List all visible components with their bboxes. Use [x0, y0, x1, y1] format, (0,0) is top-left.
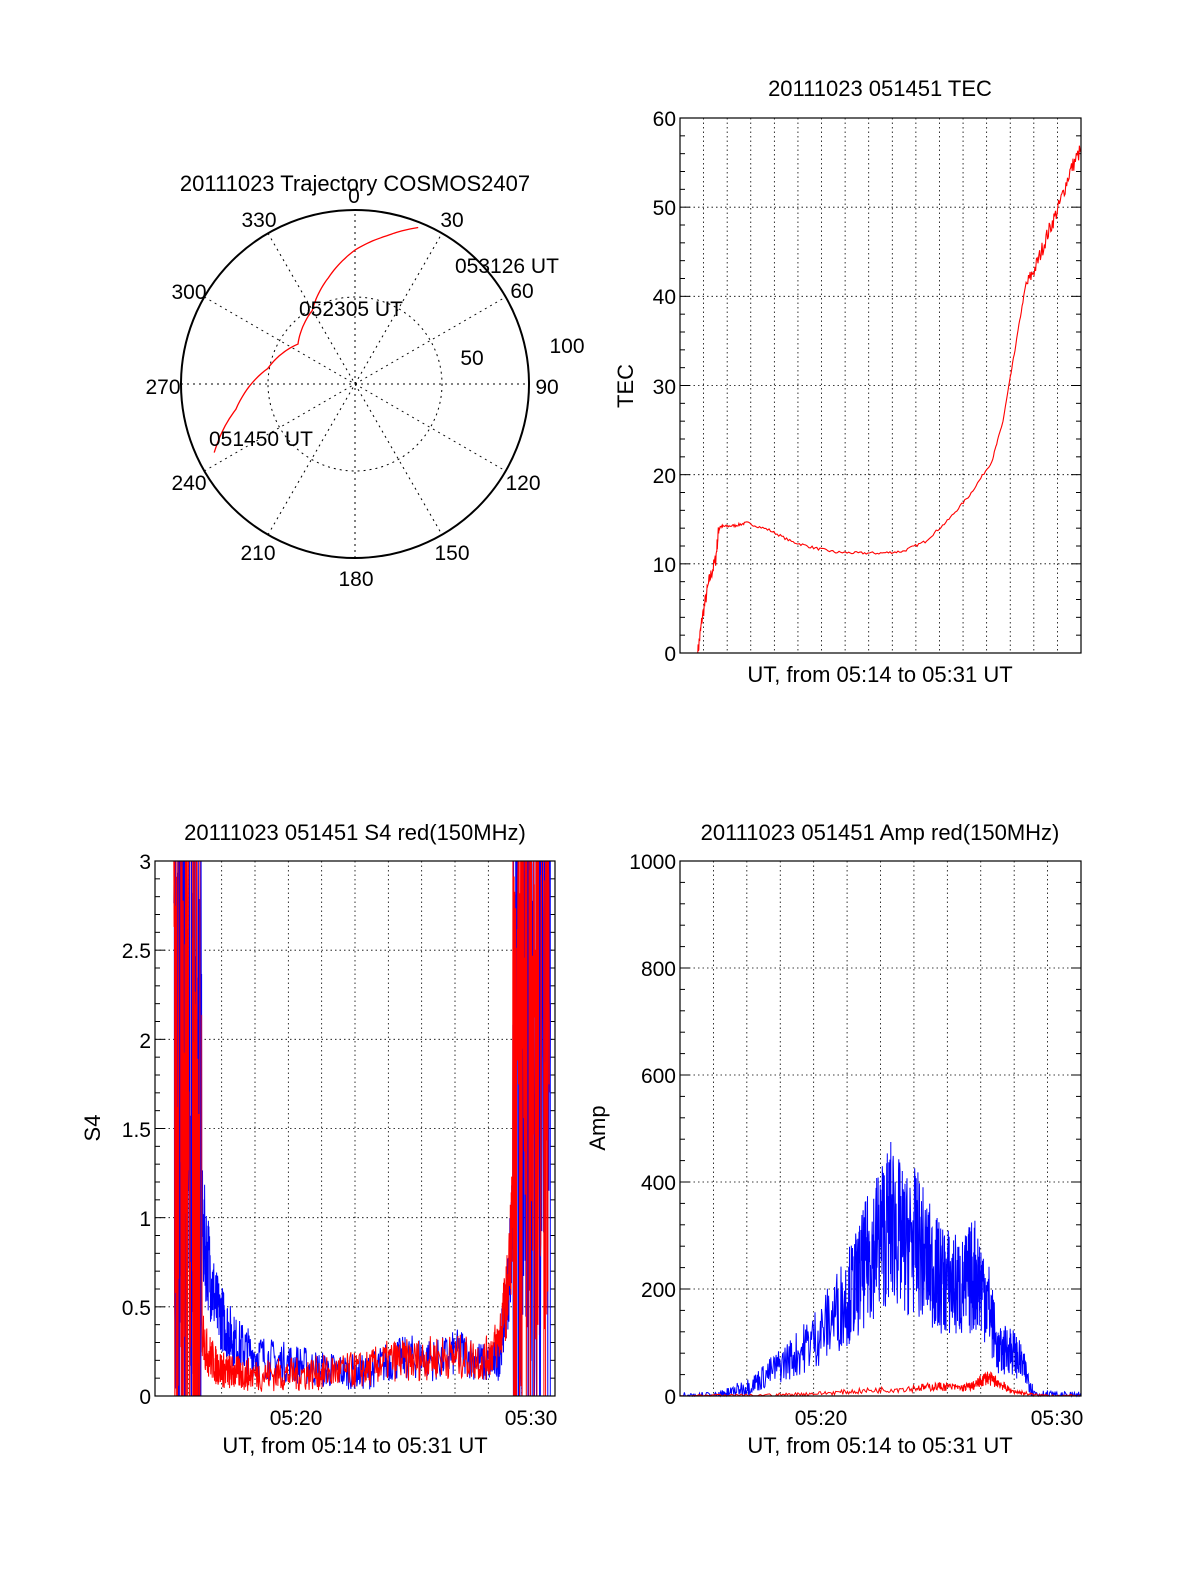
tec-panel: 20111023 051451 TEC 0 10 20 30 40 50 60 …: [613, 76, 1082, 687]
polar-az-label-300: 300: [171, 281, 206, 304]
polar-az-label-150: 150: [434, 542, 469, 565]
tec-y-tick-label: 50: [653, 197, 676, 220]
tec-y-tick-label: 30: [653, 376, 676, 399]
s4-y-tick-label: 3: [139, 851, 151, 874]
s4-axes-frame: [154, 860, 556, 1397]
tec-grid: [680, 117, 1081, 654]
polar-az-label-0: 0: [348, 185, 360, 208]
trajectory-mid-time: 052305 UT: [299, 298, 403, 321]
trajectory-panel: 20111023 Trajectory COSMOS2407 0 30 60 9…: [145, 171, 584, 591]
trajectory-start-time: 051450 UT: [209, 428, 313, 451]
polar-az-label-120: 120: [505, 472, 540, 495]
polar-azimuth-labels: 0 30 60 90 120 150 180 210 240 270 300 3…: [145, 185, 558, 591]
s4-x-axis-label: UT, from 05:14 to 05:31 UT: [222, 1433, 487, 1458]
amp-series: [680, 1141, 1082, 1398]
s4-grid: [155, 860, 555, 1397]
tec-y-tick-label: 20: [653, 465, 676, 488]
s4-y-tick-label: 0: [139, 1386, 151, 1409]
polar-az-label-330: 330: [241, 209, 276, 232]
s4-x-tick-label: 05:30: [505, 1407, 558, 1430]
amp-red-line: [680, 1371, 1081, 1398]
polar-az-label-60: 60: [510, 280, 533, 303]
s4-y-tick-label: 1.5: [122, 1119, 151, 1142]
trajectory-title: 20111023 Trajectory COSMOS2407: [180, 171, 530, 196]
trajectory-line: [213, 226, 419, 453]
amp-y-tick-label: 800: [641, 958, 676, 981]
amp-y-tick-label: 400: [641, 1172, 676, 1195]
tec-x-axis-label: UT, from 05:14 to 05:31 UT: [747, 662, 1012, 687]
amp-y-tick-label: 600: [641, 1065, 676, 1088]
tec-y-axis-label: TEC: [613, 364, 638, 408]
amp-panel: 20111023 051451 Amp red(150MHz) 0 200 40…: [585, 820, 1083, 1458]
tec-axes-frame: [679, 117, 1082, 654]
polar-az-label-90: 90: [535, 376, 558, 399]
tec-y-tick-label: 0: [664, 643, 676, 666]
s4-y-tick-label: 2.5: [122, 940, 151, 963]
amp-y-tick-label: 0: [664, 1386, 676, 1409]
amp-title: 20111023 051451 Amp red(150MHz): [701, 820, 1060, 845]
s4-y-tick-label: 1: [139, 1208, 151, 1231]
s4-y-axis-label: S4: [80, 1115, 105, 1142]
s4-red-line: [173, 860, 551, 1397]
s4-x-tick-label: 05:20: [270, 1407, 323, 1430]
amp-axes-frame: [679, 860, 1082, 1397]
amp-y-tick-label: 200: [641, 1279, 676, 1302]
tec-line: [697, 145, 1082, 654]
s4-title: 20111023 051451 S4 red(150MHz): [184, 820, 526, 845]
tec-series: [697, 145, 1082, 654]
s4-panel: 20111023 051451 S4 red(150MHz) 0 0.5 1 1…: [80, 820, 557, 1458]
amp-y-tick-labels: 0 200 400 600 800 1000: [629, 851, 676, 1409]
polar-az-label-270: 270: [145, 376, 180, 399]
amp-y-axis-label: Amp: [585, 1105, 610, 1150]
polar-radial-label-100: 100: [549, 335, 584, 358]
polar-radial-label-50: 50: [460, 347, 483, 370]
trajectory-series: [213, 226, 419, 453]
s4-y-tick-labels: 0 0.5 1 1.5 2 2.5 3: [122, 851, 151, 1409]
amp-y-tick-label: 1000: [629, 851, 676, 874]
polar-az-label-180: 180: [338, 568, 373, 591]
polar-az-label-210: 210: [240, 542, 275, 565]
s4-y-tick-label: 0.5: [122, 1297, 151, 1320]
tec-y-tick-label: 60: [653, 108, 676, 131]
tec-y-tick-label: 10: [653, 554, 676, 577]
amp-x-tick-label: 05:30: [1031, 1407, 1084, 1430]
polar-inner-ring: [267, 296, 443, 472]
polar-spoke: [267, 233, 443, 535]
amp-x-tick-label: 05:20: [795, 1407, 848, 1430]
tec-y-tick-labels: 0 10 20 30 40 50 60: [653, 108, 676, 666]
tec-y-tick-label: 40: [653, 286, 676, 309]
s4-y-tick-label: 2: [139, 1030, 151, 1053]
trajectory-end-time: 053126 UT: [455, 255, 559, 278]
tec-title: 20111023 051451 TEC: [768, 76, 992, 101]
polar-az-label-30: 30: [440, 209, 463, 232]
polar-az-label-240: 240: [171, 472, 206, 495]
amp-x-axis-label: UT, from 05:14 to 05:31 UT: [747, 1433, 1012, 1458]
amp-grid: [680, 860, 1081, 1397]
s4-series: [173, 860, 551, 1397]
amp-blue-line: [680, 1141, 1082, 1398]
polar-grid: [180, 209, 530, 559]
